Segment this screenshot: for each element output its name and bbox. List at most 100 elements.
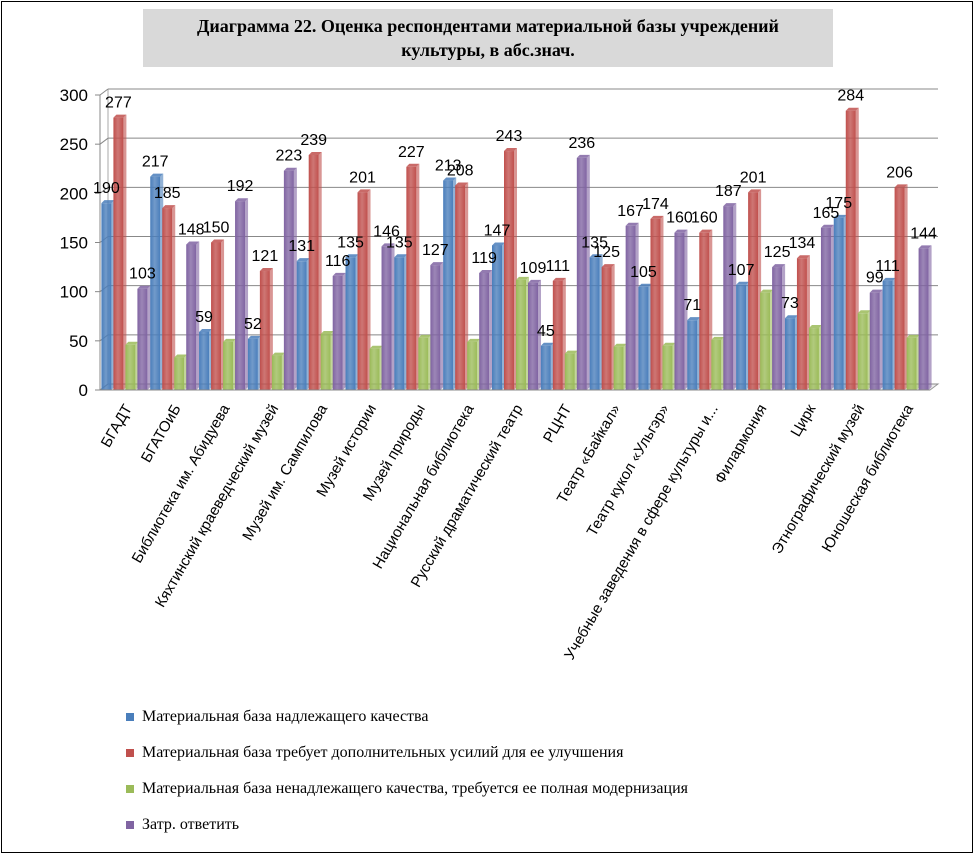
bar (113, 117, 124, 390)
bar-side (733, 203, 737, 390)
data-label: 134 (789, 235, 816, 252)
bar (418, 337, 429, 390)
bar (687, 320, 698, 390)
bar-side (172, 205, 176, 390)
bar-top (528, 279, 541, 283)
bar-top (137, 285, 151, 289)
bar (808, 328, 819, 390)
bar-top (869, 289, 883, 293)
bar-side (293, 167, 297, 390)
data-label: 135 (581, 234, 608, 251)
data-label: 99 (866, 270, 884, 287)
data-label: 59 (195, 309, 213, 326)
bar (528, 282, 538, 390)
y-tick-label: 300 (60, 86, 88, 105)
data-label: 206 (886, 164, 913, 181)
bar (467, 341, 478, 390)
bar-top (540, 342, 554, 346)
bar (906, 337, 917, 390)
data-label: 165 (813, 205, 840, 222)
data-label: 52 (244, 316, 262, 333)
bar (150, 176, 161, 390)
bar (504, 151, 514, 390)
bar (455, 185, 466, 390)
bar (271, 355, 282, 390)
bar (211, 242, 222, 390)
bar (748, 192, 759, 390)
bar-top (760, 289, 774, 293)
bar (723, 206, 734, 390)
bar (516, 279, 526, 390)
bar-top (369, 345, 383, 349)
data-label: 127 (422, 242, 449, 259)
bar-top (918, 245, 932, 249)
bar-top (882, 277, 896, 281)
bar-top (516, 276, 529, 280)
data-label: 147 (484, 222, 511, 239)
bar-side (489, 269, 493, 390)
data-label: 190 (93, 180, 120, 197)
legend-item: Материальная база надлежащего качества (126, 708, 429, 726)
bar-top (479, 269, 493, 273)
bar-top (772, 264, 786, 268)
bar (369, 348, 380, 390)
bar-top (296, 258, 310, 262)
bar (869, 292, 880, 390)
bar (174, 357, 185, 390)
bar (589, 257, 600, 390)
bar-top (443, 177, 457, 181)
bar-top (247, 335, 261, 339)
bar-side (928, 245, 932, 390)
bar-side (367, 189, 371, 390)
chart-title: Диаграмма 22. Оценка респондентами матер… (197, 16, 779, 60)
data-label: 119 (471, 250, 497, 267)
data-label: 111 (546, 258, 570, 275)
bar (552, 280, 563, 390)
data-label: 71 (683, 297, 701, 314)
bar-top (357, 189, 371, 193)
bar (479, 272, 490, 390)
data-label: 125 (764, 244, 791, 261)
bar (186, 244, 197, 390)
bar-top (381, 243, 395, 247)
data-label: 148 (178, 221, 205, 238)
bar-side (147, 285, 151, 390)
data-label: 135 (337, 234, 364, 251)
data-label: 160 (666, 210, 693, 227)
x-tick-label: БГАТОиБ (138, 401, 185, 465)
bar-top (601, 264, 615, 268)
bar-top (820, 224, 834, 228)
bar (918, 248, 929, 390)
bar-top (662, 342, 676, 346)
bar (845, 110, 856, 390)
bar (894, 187, 905, 390)
y-tick-label: 0 (79, 381, 88, 400)
bar (796, 258, 807, 390)
bar-chart: 0 50 100 150 200 250 300 190 277 103 217 185 148 59 15… (60, 86, 940, 663)
bar-top (186, 241, 200, 245)
bar-top (113, 114, 127, 118)
data-label: 160 (691, 210, 718, 227)
legend-item: Материальная база требует дополнительных… (126, 744, 623, 762)
bar-top (174, 354, 188, 358)
data-label: 103 (129, 266, 156, 283)
data-label: 131 (288, 238, 315, 255)
y-tick-label: 150 (60, 234, 88, 253)
bar-top (259, 268, 273, 272)
bar-top (906, 334, 920, 338)
bar (662, 345, 673, 390)
bar-top (199, 328, 213, 332)
legend-label: Материальная база требует дополнительных… (142, 744, 624, 761)
bar-top (808, 325, 822, 329)
bar-side (830, 224, 834, 390)
bar-top (162, 205, 176, 209)
y-tick-label: 100 (60, 283, 88, 302)
legend-swatch (126, 785, 134, 793)
bar (601, 267, 612, 390)
bar-top (796, 255, 810, 259)
gridline-depth (99, 137, 109, 145)
data-label: 135 (386, 234, 413, 251)
bar-top (650, 215, 664, 219)
data-label: 150 (203, 220, 230, 237)
data-label: 167 (617, 203, 644, 220)
